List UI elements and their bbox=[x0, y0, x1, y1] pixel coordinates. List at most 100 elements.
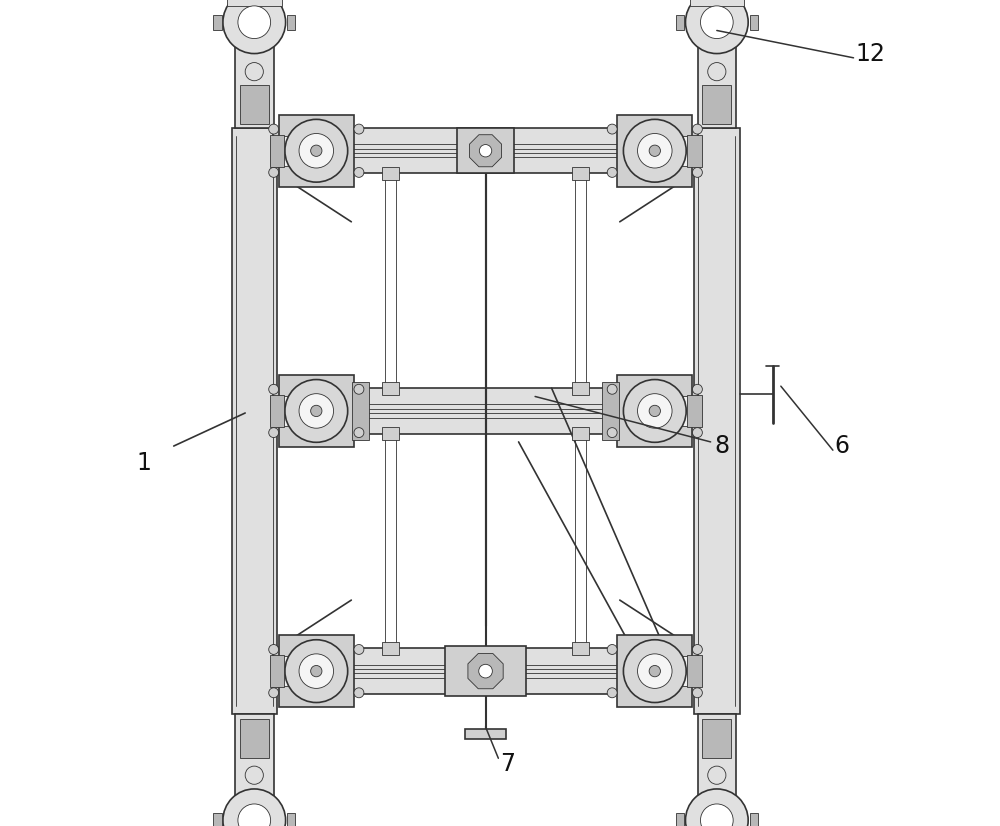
Bar bbox=[270, 135, 284, 167]
Bar bbox=[572, 427, 589, 440]
Bar bbox=[702, 85, 731, 124]
Circle shape bbox=[607, 124, 617, 134]
Bar bbox=[277, 648, 694, 694]
Circle shape bbox=[285, 119, 348, 183]
Circle shape bbox=[311, 406, 322, 416]
Circle shape bbox=[692, 428, 702, 438]
Circle shape bbox=[285, 639, 348, 702]
Circle shape bbox=[607, 428, 617, 438]
Circle shape bbox=[269, 384, 279, 394]
Bar bbox=[662, 396, 692, 426]
Bar bbox=[227, 0, 282, 6]
Bar bbox=[676, 813, 684, 826]
Bar bbox=[279, 375, 354, 447]
Bar bbox=[687, 135, 702, 167]
Bar bbox=[687, 655, 702, 687]
Bar bbox=[273, 129, 316, 173]
Bar bbox=[287, 813, 295, 826]
Circle shape bbox=[354, 688, 364, 698]
Bar bbox=[694, 128, 740, 714]
Bar bbox=[273, 390, 316, 433]
Text: 8: 8 bbox=[715, 434, 730, 458]
Bar bbox=[702, 719, 731, 758]
Circle shape bbox=[692, 384, 702, 394]
Circle shape bbox=[354, 124, 364, 134]
Bar bbox=[445, 646, 526, 696]
Bar bbox=[279, 135, 309, 166]
Circle shape bbox=[269, 168, 279, 178]
Circle shape bbox=[269, 428, 279, 438]
Circle shape bbox=[354, 644, 364, 654]
Circle shape bbox=[623, 380, 686, 443]
Bar bbox=[662, 135, 692, 166]
Text: 6: 6 bbox=[835, 434, 850, 458]
Bar bbox=[572, 167, 589, 180]
Polygon shape bbox=[470, 135, 502, 167]
Circle shape bbox=[479, 145, 492, 157]
Circle shape bbox=[685, 789, 748, 826]
Bar bbox=[270, 395, 284, 427]
Circle shape bbox=[607, 168, 617, 178]
Circle shape bbox=[623, 639, 686, 702]
Circle shape bbox=[354, 428, 364, 438]
Bar bbox=[352, 382, 369, 440]
Bar bbox=[457, 128, 514, 173]
Circle shape bbox=[269, 644, 279, 654]
Bar bbox=[617, 115, 692, 187]
Circle shape bbox=[607, 688, 617, 698]
Bar bbox=[617, 375, 692, 447]
Bar bbox=[277, 128, 694, 173]
Bar bbox=[270, 655, 284, 687]
Circle shape bbox=[649, 666, 660, 676]
Bar bbox=[602, 382, 619, 440]
Bar bbox=[676, 15, 684, 30]
Bar bbox=[750, 813, 758, 826]
Circle shape bbox=[223, 789, 286, 826]
Bar bbox=[655, 129, 698, 173]
Bar bbox=[279, 635, 354, 707]
Bar bbox=[662, 656, 692, 686]
Circle shape bbox=[299, 394, 334, 428]
Bar bbox=[235, 714, 274, 801]
Bar bbox=[240, 719, 269, 758]
Bar bbox=[465, 729, 506, 739]
Circle shape bbox=[700, 6, 733, 39]
Bar bbox=[279, 656, 309, 686]
Bar bbox=[617, 635, 692, 707]
Circle shape bbox=[223, 0, 286, 54]
Bar bbox=[382, 427, 399, 440]
Bar bbox=[279, 115, 354, 187]
Bar bbox=[572, 382, 589, 395]
Circle shape bbox=[638, 394, 672, 428]
Bar bbox=[572, 642, 589, 655]
Circle shape bbox=[700, 804, 733, 826]
Circle shape bbox=[692, 168, 702, 178]
Circle shape bbox=[354, 168, 364, 178]
Bar bbox=[240, 85, 269, 124]
Circle shape bbox=[311, 145, 322, 156]
Bar bbox=[750, 15, 758, 30]
Bar bbox=[287, 15, 295, 30]
Circle shape bbox=[238, 6, 271, 39]
Circle shape bbox=[285, 380, 348, 443]
Polygon shape bbox=[468, 653, 503, 689]
Circle shape bbox=[638, 654, 672, 688]
Bar bbox=[213, 813, 222, 826]
Circle shape bbox=[299, 654, 334, 688]
Circle shape bbox=[649, 406, 660, 416]
Bar bbox=[277, 388, 694, 434]
Text: 7: 7 bbox=[500, 752, 515, 776]
Bar bbox=[382, 167, 399, 180]
Circle shape bbox=[685, 0, 748, 54]
Bar bbox=[382, 642, 399, 655]
Bar bbox=[690, 0, 744, 6]
Circle shape bbox=[311, 666, 322, 676]
Bar bbox=[655, 649, 698, 692]
Bar bbox=[698, 41, 736, 128]
Bar bbox=[213, 15, 222, 30]
Circle shape bbox=[638, 134, 672, 168]
Text: 1: 1 bbox=[137, 450, 151, 475]
Bar bbox=[655, 390, 698, 433]
Circle shape bbox=[269, 688, 279, 698]
Bar bbox=[279, 396, 309, 426]
